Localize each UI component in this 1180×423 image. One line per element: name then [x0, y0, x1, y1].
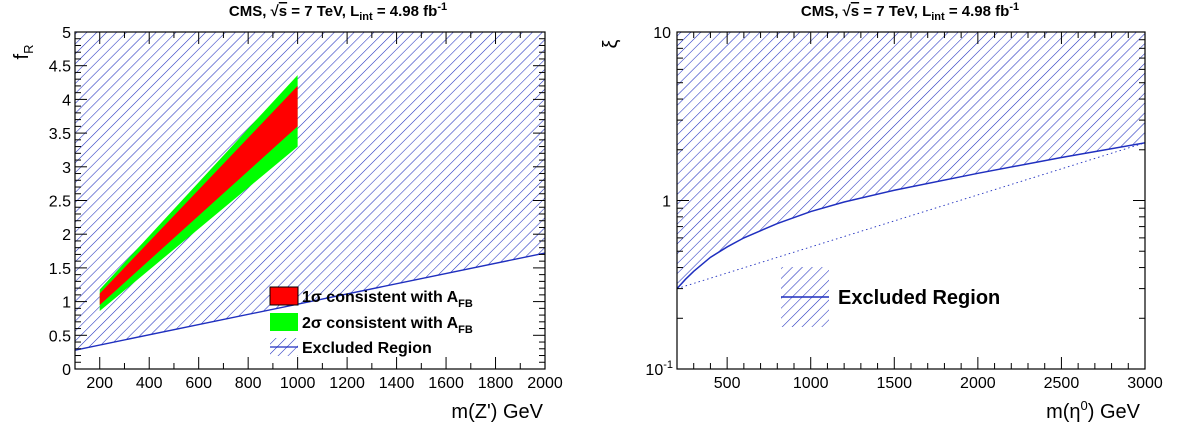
right-x-tick-label: 3000	[1127, 375, 1163, 392]
right-chart-title: CMS, √s = 7 TeV, Lint = 4.98 fb-1	[801, 1, 1019, 23]
right-x-tick-label: 2000	[960, 375, 996, 392]
left-y-tick-label: 2.5	[49, 194, 71, 211]
left-y-tick-label: 2	[62, 227, 71, 244]
right-x-tick-label: 2500	[1044, 375, 1080, 392]
left-x-tick-label: 800	[235, 375, 262, 392]
left-y-tick-label: 3.5	[49, 126, 71, 143]
legend-label-excluded: Excluded Region	[302, 340, 432, 357]
left-legend: 1σ consistent with AFB 2σ consistent wit…	[269, 286, 473, 357]
left-x-axis-label: m(Z') GeV	[451, 401, 543, 423]
left-y-tick-label: 1	[62, 295, 71, 312]
right-dotted-line	[676, 142, 1146, 290]
left-x-tick-label: 1200	[329, 375, 365, 392]
left-excluded-boundary-line	[74, 252, 546, 351]
left-x-tick-label: 200	[86, 375, 113, 392]
left-chart-title: CMS, √s = 7 TeV, Lint = 4.98 fb-1	[229, 1, 447, 23]
left-y-tick-label: 3	[62, 160, 71, 177]
left-y-tick-label: 1.5	[49, 261, 71, 278]
right-legend: Excluded Region	[781, 267, 1000, 327]
right-axis-ticks: 500 1000 1500 2000 2500 3000 10-1 1 10	[645, 25, 1162, 392]
left-x-tick-label: 1000	[280, 375, 316, 392]
left-y-tick-label: 4	[62, 92, 71, 109]
left-chart: CMS, √s = 7 TeV, Lint = 4.98 fb-1 200 400…	[11, 1, 563, 423]
left-x-tick-label: 2000	[527, 375, 563, 392]
right-x-tick-label: 500	[714, 375, 741, 392]
right-x-axis-label: m(η0) GeV	[1046, 398, 1141, 423]
left-y-tick-label: 4.5	[49, 59, 71, 76]
right-y-tick-label: 1	[662, 194, 671, 211]
left-1sigma-band	[99, 85, 298, 305]
right-y-tick-label: 10	[653, 25, 671, 42]
legend-swatch-1sigma	[269, 286, 299, 306]
right-excluded-boundary-curve	[676, 142, 1146, 290]
legend-label-2sigma: 2σ consistent with AFB	[302, 315, 473, 336]
left-x-tick-label: 600	[185, 375, 212, 392]
legend-label-1sigma: 1σ consistent with AFB	[302, 289, 473, 310]
left-x-tick-label: 1400	[379, 375, 415, 392]
left-x-tick-label: 1600	[428, 375, 464, 392]
right-y-tick-label: 10-1	[645, 359, 673, 379]
left-y-tick-label: 5	[62, 25, 71, 42]
legend-swatch-2sigma	[270, 313, 298, 331]
left-axis-ticks: 200 400 600 800 1000 1200 1400 1600 1800 2000 0 0.5…	[49, 25, 563, 392]
left-x-tick-label: 400	[136, 375, 163, 392]
right-chart: CMS, √s = 7 TeV, Lint = 4.98 fb-1 500 100…	[600, 1, 1163, 423]
right-x-tick-label: 1000	[793, 375, 829, 392]
left-y-tick-label: 0.5	[49, 328, 71, 345]
left-excluded-region	[75, 32, 545, 351]
left-y-tick-label: 0	[62, 362, 71, 379]
right-excluded-region	[677, 32, 1145, 289]
left-y-axis-label: fR	[11, 45, 36, 60]
right-x-tick-label: 1500	[876, 375, 912, 392]
left-x-tick-label: 1800	[478, 375, 514, 392]
right-y-axis-label: ξ	[600, 39, 622, 48]
legend-label-excluded-right: Excluded Region	[838, 287, 1000, 309]
